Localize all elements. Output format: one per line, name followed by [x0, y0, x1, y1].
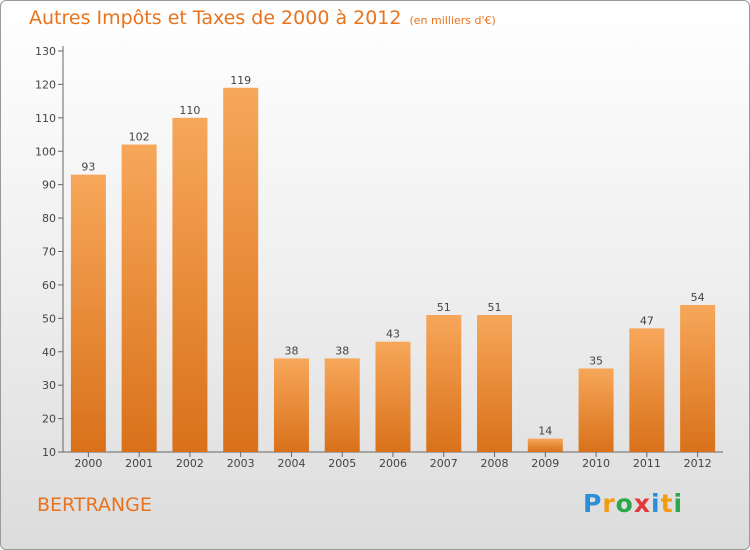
x-tick-label: 2007	[430, 457, 458, 470]
y-tick-label: 70	[42, 246, 56, 259]
y-tick-label: 30	[42, 379, 56, 392]
logo-letter: i	[651, 489, 661, 518]
bar-2002	[172, 117, 208, 452]
bar-2007	[426, 314, 462, 452]
bar-2004	[273, 358, 309, 452]
y-tick-label: 120	[35, 78, 56, 91]
bar-2009	[527, 438, 563, 452]
logo-letter: x	[633, 489, 651, 518]
x-tick-label: 2009	[531, 457, 559, 470]
logo-letter: i	[673, 489, 684, 518]
x-tick-label: 2012	[684, 457, 712, 470]
chart-title: Autres Impôts et Taxes de 2000 à 2012 (en…	[29, 7, 496, 29]
value-label: 102	[129, 131, 150, 144]
value-label: 54	[691, 291, 705, 304]
x-tick-label: 2005	[328, 457, 356, 470]
x-tick-label: 2001	[125, 457, 153, 470]
y-tick-label: 80	[42, 212, 56, 225]
x-tick-label: 2008	[481, 457, 509, 470]
y-tick-label: 10	[42, 446, 56, 459]
y-tick-label: 100	[35, 145, 56, 158]
value-label: 43	[386, 328, 400, 341]
value-label: 35	[589, 354, 603, 367]
bar-2008	[477, 314, 513, 452]
y-tick-label: 60	[42, 279, 56, 292]
proxiti-logo: Proxiti	[583, 489, 683, 518]
bar-2012	[680, 304, 716, 452]
x-tick-label: 2006	[379, 457, 407, 470]
y-tick-label: 40	[42, 346, 56, 359]
bar-2000	[70, 174, 106, 452]
x-tick-label: 2000	[74, 457, 102, 470]
y-tick-label: 130	[35, 45, 56, 58]
value-label: 38	[284, 344, 298, 357]
y-tick-label: 20	[42, 413, 56, 426]
value-label: 93	[81, 161, 95, 174]
bar-2003	[223, 87, 259, 452]
value-label: 110	[179, 104, 200, 117]
x-tick-label: 2002	[176, 457, 204, 470]
x-tick-label: 2003	[227, 457, 255, 470]
x-tick-label: 2004	[277, 457, 305, 470]
bar-2005	[324, 358, 360, 452]
bar-2006	[375, 341, 411, 452]
value-label: 47	[640, 314, 654, 327]
bar-2010	[578, 368, 614, 452]
bar-2001	[121, 144, 157, 453]
logo-letter: P	[583, 489, 603, 518]
value-label: 51	[437, 301, 451, 314]
value-label: 38	[335, 344, 349, 357]
unit-note: (en milliers d'€)	[409, 14, 496, 27]
y-tick-label: 90	[42, 179, 56, 192]
bar-2011	[629, 328, 665, 452]
x-tick-label: 2011	[633, 457, 661, 470]
x-tick-label: 2010	[582, 457, 610, 470]
logo-letter: o	[615, 489, 634, 518]
y-tick-label: 110	[35, 112, 56, 125]
commune-name: BERTRANGE	[37, 494, 152, 516]
logo-letter: t	[660, 489, 674, 518]
chart-title-text: Autres Impôts et Taxes de 2000 à 2012	[29, 7, 402, 29]
logo-letter: r	[602, 489, 616, 518]
y-tick-label: 50	[42, 312, 56, 325]
value-label: 119	[230, 74, 251, 87]
value-label: 51	[488, 301, 502, 314]
value-label: 14	[538, 425, 552, 438]
